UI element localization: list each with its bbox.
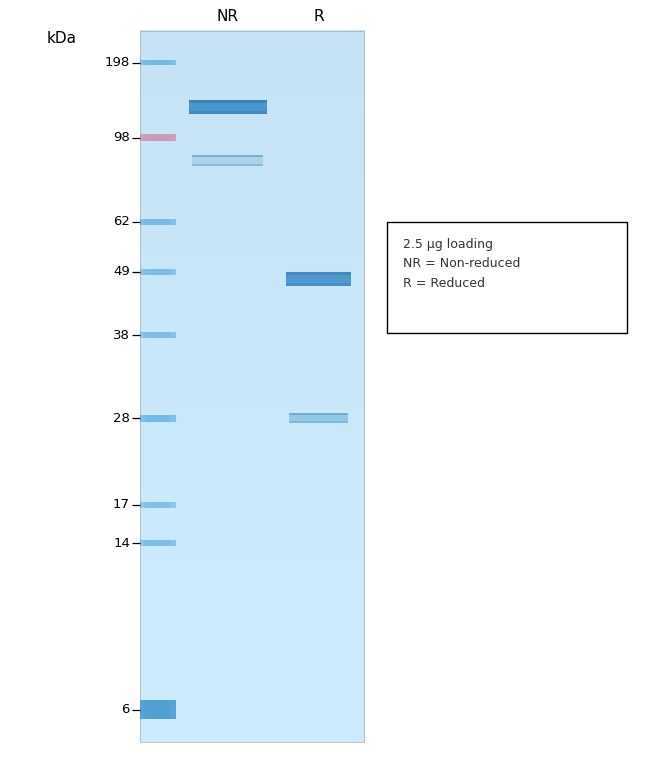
Text: 49: 49 — [113, 265, 130, 278]
Bar — [188, 111, 266, 114]
Bar — [140, 269, 176, 275]
Text: R: R — [313, 9, 324, 24]
Bar — [188, 100, 266, 103]
Bar — [146, 540, 170, 546]
Bar — [140, 219, 176, 225]
Bar — [146, 60, 170, 65]
Bar — [146, 701, 170, 719]
Text: 2.5 μg loading
NR = Non-reduced
R = Reduced: 2.5 μg loading NR = Non-reduced R = Redu… — [403, 238, 521, 290]
Bar — [140, 415, 176, 422]
Bar — [289, 413, 348, 424]
Bar — [146, 219, 170, 225]
Text: 14: 14 — [113, 537, 130, 549]
Text: NR: NR — [216, 9, 239, 24]
Bar — [146, 269, 170, 275]
Text: 98: 98 — [113, 132, 130, 144]
Text: 198: 198 — [105, 57, 130, 69]
Bar — [140, 135, 176, 142]
Bar — [140, 60, 176, 65]
Bar — [289, 422, 348, 424]
Bar — [192, 164, 263, 166]
Bar — [286, 283, 351, 286]
Bar — [286, 272, 351, 275]
Bar — [140, 701, 176, 719]
Bar — [140, 502, 176, 508]
Bar — [289, 413, 348, 415]
Bar — [146, 135, 170, 142]
Text: 17: 17 — [113, 499, 130, 511]
Text: 38: 38 — [113, 329, 130, 341]
Bar — [146, 415, 170, 422]
Bar — [286, 272, 351, 286]
Bar — [192, 155, 263, 158]
Bar — [140, 540, 176, 546]
FancyBboxPatch shape — [387, 222, 627, 333]
Text: 6: 6 — [122, 704, 130, 716]
Bar — [140, 31, 364, 742]
Bar — [188, 100, 266, 114]
Text: 28: 28 — [113, 412, 130, 425]
Bar — [146, 502, 170, 508]
Text: kDa: kDa — [47, 31, 77, 46]
Bar — [146, 332, 170, 338]
Bar — [140, 332, 176, 338]
Text: 62: 62 — [113, 216, 130, 228]
Bar — [192, 155, 263, 166]
